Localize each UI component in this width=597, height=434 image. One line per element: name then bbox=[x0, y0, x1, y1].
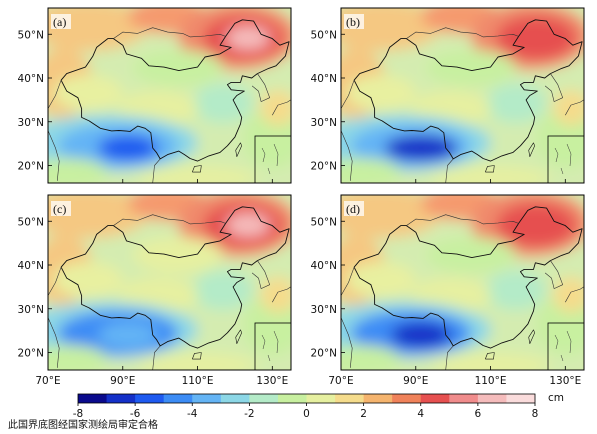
lon-tick-label: 110°E bbox=[475, 375, 507, 387]
map-panel-b: (b) 50°N 40°N 30°N 20°N bbox=[311, 7, 585, 184]
colorbar-segment bbox=[163, 394, 193, 403]
colorbar-tick-label: 2 bbox=[360, 408, 367, 420]
colorbar-segment bbox=[420, 394, 450, 403]
colorbar-tick-label: -6 bbox=[130, 408, 141, 420]
colorbar-tick-label: 0 bbox=[303, 408, 310, 420]
colorbar: -8 -6 -4 -2 0 2 4 6 8 cm bbox=[73, 392, 564, 420]
colorbar-tick-label: 6 bbox=[475, 408, 482, 420]
lat-tick-label: 50°N bbox=[18, 29, 44, 41]
panel-label: (a) bbox=[53, 15, 66, 29]
lat-tick-label: 50°N bbox=[311, 216, 337, 228]
field-shading bbox=[48, 8, 291, 183]
lat-tick-label: 20°N bbox=[311, 161, 337, 173]
lon-tick-label: 70°E bbox=[35, 375, 60, 387]
panel-label: (c) bbox=[53, 202, 66, 216]
lat-tick-label: 50°N bbox=[311, 29, 337, 41]
field-shading bbox=[48, 195, 291, 370]
colorbar-segment bbox=[506, 394, 536, 403]
china-border bbox=[60, 206, 290, 349]
colorbar-segment bbox=[135, 394, 165, 403]
colorbar-segment bbox=[277, 394, 307, 403]
panel-label: (d) bbox=[346, 202, 360, 216]
lon-tick-label: 90°E bbox=[403, 375, 428, 387]
colorbar-segment bbox=[392, 394, 422, 403]
south-china-sea-inset bbox=[254, 135, 291, 183]
map-panel-c: (c) 50°N 40°N 30°N 20°N 70°E 90°E 110°E 130°E bbox=[18, 194, 292, 387]
colorbar-unit: cm bbox=[548, 392, 564, 404]
lon-tick-label: 110°E bbox=[182, 375, 214, 387]
south-china-sea-inset bbox=[547, 135, 584, 183]
lat-tick-label: 20°N bbox=[18, 348, 44, 360]
lon-tick-label: 90°E bbox=[110, 375, 135, 387]
colorbar-segment bbox=[477, 394, 507, 403]
colorbar-segment bbox=[306, 394, 336, 403]
colorbar-segment bbox=[192, 394, 222, 403]
lon-tick-label: 130°E bbox=[256, 375, 288, 387]
colorbar-segment bbox=[335, 394, 365, 403]
china-border bbox=[353, 206, 583, 349]
colorbar-segment bbox=[249, 394, 279, 403]
lat-tick-label: 20°N bbox=[311, 348, 337, 360]
colorbar-tick-label: -4 bbox=[187, 408, 198, 420]
colorbar-tick-label: -8 bbox=[73, 408, 83, 420]
colorbar-segment bbox=[106, 394, 136, 403]
colorbar-segment bbox=[220, 394, 250, 403]
china-border bbox=[60, 19, 290, 162]
china-border bbox=[353, 19, 583, 162]
colorbar-segment bbox=[449, 394, 479, 403]
lat-tick-label: 20°N bbox=[18, 161, 44, 173]
lat-tick-label: 40°N bbox=[311, 73, 337, 85]
lon-tick-label: 130°E bbox=[549, 375, 581, 387]
lat-tick-label: 40°N bbox=[18, 260, 44, 272]
map-panel-d: (d) 50°N 40°N 30°N 20°N 70°E 90°E 110°E 130°E bbox=[311, 194, 585, 387]
colorbar-tick-label: 8 bbox=[532, 408, 539, 420]
map-approval-note: 此国界底图经国家测绘局审定合格 bbox=[8, 420, 158, 431]
lat-tick-label: 50°N bbox=[18, 216, 44, 228]
colorbar-segment bbox=[78, 394, 108, 403]
colorbar-tick-label: -2 bbox=[244, 408, 254, 420]
map-panel-a: (a) 50°N 40°N 30°N 20°N bbox=[18, 7, 292, 184]
colorbar-segment bbox=[363, 394, 393, 403]
lat-tick-label: 30°N bbox=[311, 117, 337, 129]
lat-tick-label: 30°N bbox=[18, 304, 44, 316]
south-china-sea-inset bbox=[547, 322, 584, 370]
colorbar-tick-label: 4 bbox=[417, 408, 424, 420]
lat-tick-label: 40°N bbox=[311, 260, 337, 272]
lat-tick-label: 40°N bbox=[18, 73, 44, 85]
lat-tick-label: 30°N bbox=[18, 117, 44, 129]
south-china-sea-inset bbox=[254, 322, 291, 370]
lat-tick-label: 30°N bbox=[311, 304, 337, 316]
lon-tick-label: 70°E bbox=[328, 375, 353, 387]
panel-label: (b) bbox=[346, 15, 360, 29]
